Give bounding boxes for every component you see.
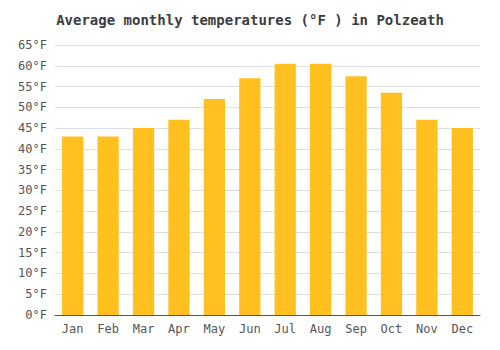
svg-text:Jan: Jan (62, 322, 84, 336)
svg-text:0°F: 0°F (25, 308, 47, 322)
svg-text:40°F: 40°F (18, 142, 47, 156)
svg-text:Feb: Feb (97, 322, 119, 336)
svg-text:Average monthly temperatures (: Average monthly temperatures (°F ) in Po… (56, 12, 444, 28)
svg-text:5°F: 5°F (25, 287, 47, 301)
svg-text:45°F: 45°F (18, 121, 47, 135)
svg-text:Aug: Aug (310, 322, 332, 336)
svg-text:60°F: 60°F (18, 59, 47, 73)
svg-text:10°F: 10°F (18, 266, 47, 280)
svg-text:30°F: 30°F (18, 183, 47, 197)
svg-text:Apr: Apr (168, 322, 190, 336)
svg-text:25°F: 25°F (18, 204, 47, 218)
svg-text:20°F: 20°F (18, 225, 47, 239)
svg-text:Nov: Nov (416, 322, 438, 336)
svg-text:Oct: Oct (381, 322, 403, 336)
svg-text:50°F: 50°F (18, 100, 47, 114)
svg-text:55°F: 55°F (18, 80, 47, 94)
svg-text:May: May (204, 322, 226, 336)
svg-text:35°F: 35°F (18, 163, 47, 177)
svg-text:Dec: Dec (451, 322, 473, 336)
svg-text:Jun: Jun (239, 322, 261, 336)
svg-text:Sep: Sep (345, 322, 367, 336)
svg-text:Jul: Jul (274, 322, 296, 336)
svg-text:Mar: Mar (133, 322, 155, 336)
svg-text:15°F: 15°F (18, 246, 47, 260)
svg-text:65°F: 65°F (18, 38, 47, 52)
